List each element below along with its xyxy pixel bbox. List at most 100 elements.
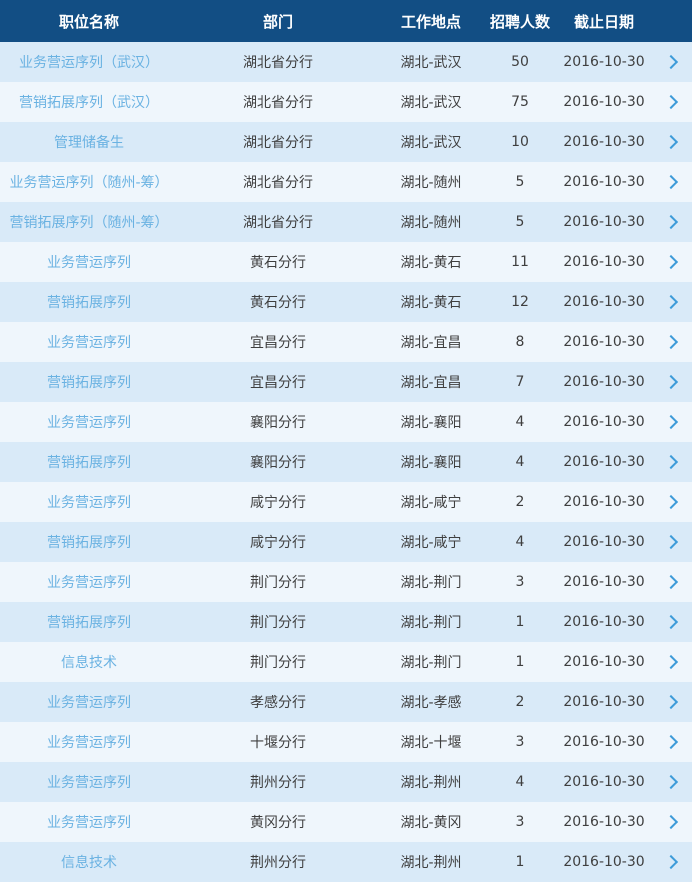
job-title-link[interactable]: 营销拓展序列（随州-筹） [9,215,169,231]
table-row[interactable]: 业务营运序列 襄阳分行 湖北-襄阳 4 2016-10-30 [0,402,692,442]
department-cell: 湖北省分行 [243,55,313,71]
table-row[interactable]: 业务营运序列 荆门分行 湖北-荆门 3 2016-10-30 [0,562,692,602]
chevron-right-icon[interactable] [663,774,678,790]
deadline-cell: 2016-10-30 [563,694,645,710]
job-title-link[interactable]: 业务营运序列 [47,575,131,591]
job-title-link[interactable]: 营销拓展序列 [47,615,131,631]
department-cell: 荆门分行 [250,615,306,631]
job-title-link[interactable]: 信息技术 [61,855,117,871]
table-row[interactable]: 业务营运序列 黄石分行 湖北-黄石 11 2016-10-30 [0,242,692,282]
table-row[interactable]: 业务营运序列 黄冈分行 湖北-黄冈 3 2016-10-30 [0,802,692,842]
table-row[interactable]: 业务营运序列 孝感分行 湖北-孝感 2 2016-10-30 [0,682,692,722]
job-title-link[interactable]: 管理储备生 [54,135,124,151]
chevron-right-icon[interactable] [663,814,678,830]
job-title-link[interactable]: 营销拓展序列 [47,535,131,551]
table-row[interactable]: 信息技术 荆门分行 湖北-荆门 1 2016-10-30 [0,642,692,682]
job-title-link[interactable]: 营销拓展序列 [47,455,131,471]
table-row[interactable]: 管理储备生 湖北省分行 湖北-武汉 10 2016-10-30 [0,122,692,162]
chevron-cell [652,454,692,470]
job-title-link[interactable]: 业务营运序列 [47,415,131,431]
chevron-right-icon[interactable] [663,574,678,590]
job-title-link[interactable]: 业务营运序列 [47,495,131,511]
job-title-link[interactable]: 业务营运序列 [47,695,131,711]
chevron-right-icon[interactable] [663,254,678,270]
chevron-right-icon[interactable] [663,54,678,70]
department-cell: 宜昌分行 [250,335,306,351]
chevron-cell [652,374,692,390]
table-row[interactable]: 业务营运序列（随州-筹） 湖北省分行 湖北-随州 5 2016-10-30 [0,162,692,202]
chevron-right-icon[interactable] [663,654,678,670]
chevron-right-icon[interactable] [663,334,678,350]
location-cell: 湖北-荆州 [400,775,462,791]
chevron-right-icon[interactable] [663,214,678,230]
location-cell: 湖北-荆门 [400,655,462,671]
deadline-cell: 2016-10-30 [563,814,645,830]
department-cell: 襄阳分行 [250,455,306,471]
headcount-cell: 4 [515,774,525,790]
job-title-link[interactable]: 信息技术 [61,655,117,671]
table-row[interactable]: 营销拓展序列（武汉） 湖北省分行 湖北-武汉 75 2016-10-30 [0,82,692,122]
location-cell: 湖北-襄阳 [400,415,462,431]
table-row[interactable]: 营销拓展序列 荆门分行 湖北-荆门 1 2016-10-30 [0,602,692,642]
location-cell: 湖北-随州 [400,175,462,191]
chevron-cell [652,94,692,110]
chevron-right-icon[interactable] [663,734,678,750]
chevron-right-icon[interactable] [663,454,678,470]
location-cell: 湖北-荆门 [400,615,462,631]
job-title-link[interactable]: 业务营运序列 [47,335,131,351]
chevron-right-icon[interactable] [663,174,678,190]
table-row[interactable]: 营销拓展序列（随州-筹） 湖北省分行 湖北-随州 5 2016-10-30 [0,202,692,242]
job-title-link[interactable]: 营销拓展序列（武汉） [19,95,159,111]
job-title-link[interactable]: 业务营运序列（随州-筹） [9,175,169,191]
location-cell: 湖北-宜昌 [400,335,462,351]
department-cell: 荆门分行 [250,575,306,591]
chevron-right-icon[interactable] [663,614,678,630]
chevron-right-icon[interactable] [663,534,678,550]
chevron-cell [652,214,692,230]
table-row[interactable]: 营销拓展序列 咸宁分行 湖北-咸宁 4 2016-10-30 [0,522,692,562]
table-row[interactable]: 业务营运序列（武汉） 湖北省分行 湖北-武汉 50 2016-10-30 [0,42,692,82]
job-title-link[interactable]: 营销拓展序列 [47,295,131,311]
chevron-cell [652,54,692,70]
table-row[interactable]: 营销拓展序列 宜昌分行 湖北-宜昌 7 2016-10-30 [0,362,692,402]
chevron-right-icon[interactable] [663,694,678,710]
job-title-link[interactable]: 业务营运序列 [47,775,131,791]
department-cell: 咸宁分行 [250,535,306,551]
table-row[interactable]: 业务营运序列 咸宁分行 湖北-咸宁 2 2016-10-30 [0,482,692,522]
chevron-cell [652,814,692,830]
job-title-link[interactable]: 营销拓展序列 [47,375,131,391]
table-row[interactable]: 营销拓展序列 黄石分行 湖北-黄石 12 2016-10-30 [0,282,692,322]
chevron-right-icon[interactable] [663,134,678,150]
headcount-cell: 4 [515,414,525,430]
table-header-row: 职位名称 部门 工作地点 招聘人数 截止日期 [0,0,692,42]
table-row[interactable]: 营销拓展序列 襄阳分行 湖北-襄阳 4 2016-10-30 [0,442,692,482]
headcount-cell: 75 [511,94,529,110]
headcount-cell: 1 [515,854,525,870]
table-row[interactable]: 业务营运序列 荆州分行 湖北-荆州 4 2016-10-30 [0,762,692,802]
chevron-right-icon[interactable] [663,374,678,390]
table-row[interactable]: 业务营运序列 十堰分行 湖北-十堰 3 2016-10-30 [0,722,692,762]
department-cell: 十堰分行 [250,735,306,751]
headcount-cell: 3 [515,574,525,590]
job-title-link[interactable]: 业务营运序列（武汉） [19,55,159,71]
chevron-right-icon[interactable] [663,294,678,310]
chevron-cell [652,294,692,310]
chevron-right-icon[interactable] [663,94,678,110]
column-header-job-title: 职位名称 [58,12,119,31]
table-row[interactable]: 业务营运序列 宜昌分行 湖北-宜昌 8 2016-10-30 [0,322,692,362]
headcount-cell: 11 [511,254,529,270]
location-cell: 湖北-咸宁 [400,495,462,511]
department-cell: 湖北省分行 [243,215,313,231]
chevron-cell [652,574,692,590]
headcount-cell: 3 [515,814,525,830]
job-title-link[interactable]: 业务营运序列 [47,735,131,751]
headcount-cell: 2 [515,694,525,710]
chevron-right-icon[interactable] [663,414,678,430]
chevron-right-icon[interactable] [663,494,678,510]
deadline-cell: 2016-10-30 [563,574,645,590]
job-title-link[interactable]: 业务营运序列 [47,815,131,831]
chevron-right-icon[interactable] [663,854,678,870]
table-row[interactable]: 信息技术 荆州分行 湖北-荆州 1 2016-10-30 [0,842,692,882]
job-title-link[interactable]: 业务营运序列 [47,255,131,271]
